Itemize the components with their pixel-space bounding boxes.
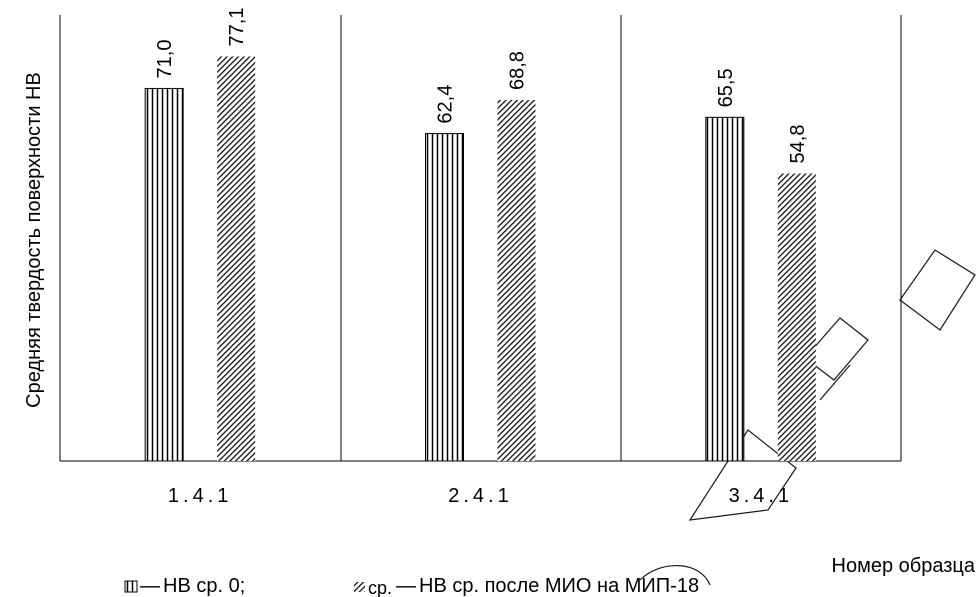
x-axis-title: Номер образца bbox=[832, 555, 976, 577]
bar-2.4.1-series-1 bbox=[497, 100, 536, 461]
data-label-3.4.1-series-1: 54,8 bbox=[787, 125, 809, 164]
bar-3.4.1-series-0 bbox=[705, 116, 745, 462]
data-label-1.4.1-series-0: 71,0 bbox=[154, 40, 176, 79]
plot-area: 71,0 77,1 62,4 68,8 65,5 54,8 1.4.1 2.4.1 3.4.1 bbox=[59, 8, 902, 507]
bar-3.4.1-series-1 bbox=[777, 173, 816, 461]
legend-label-0: НВ ср. 0; bbox=[163, 575, 245, 597]
legend-dash-1: — bbox=[396, 575, 416, 597]
x-tick-label-2: 3.4.1 bbox=[729, 485, 793, 507]
data-label-2.4.1-series-0: 62,4 bbox=[435, 85, 457, 124]
legend-item-1: ср. — НВ ср. после МИО на МИП-18 bbox=[354, 575, 699, 597]
legend: — НВ ср. 0; ср. — НВ ср. после МИО на МИ… bbox=[124, 575, 699, 597]
legend-prefix-1: ср. bbox=[368, 578, 392, 597]
legend-swatch-1 bbox=[354, 582, 365, 592]
bar-1.4.1-series-1 bbox=[217, 56, 256, 462]
bar-2.4.1-series-0 bbox=[425, 133, 464, 462]
legend-dash-0: — bbox=[140, 575, 160, 597]
data-label-2.4.1-series-1: 68,8 bbox=[507, 51, 529, 90]
y-axis-title: Средняя твердость поверхности НВ bbox=[23, 72, 45, 408]
legend-item-0: — НВ ср. 0; bbox=[124, 575, 245, 597]
data-label-1.4.1-series-1: 77,1 bbox=[226, 8, 248, 47]
bar-1.4.1-series-0 bbox=[144, 87, 184, 462]
data-label-3.4.1-series-0: 65,5 bbox=[715, 68, 737, 107]
x-tick-label-0: 1.4.1 bbox=[168, 485, 232, 507]
x-tick-label-1: 2.4.1 bbox=[448, 485, 512, 507]
legend-swatch-0 bbox=[124, 580, 138, 593]
legend-label-1: НВ ср. после МИО на МИП-18 bbox=[419, 575, 699, 597]
